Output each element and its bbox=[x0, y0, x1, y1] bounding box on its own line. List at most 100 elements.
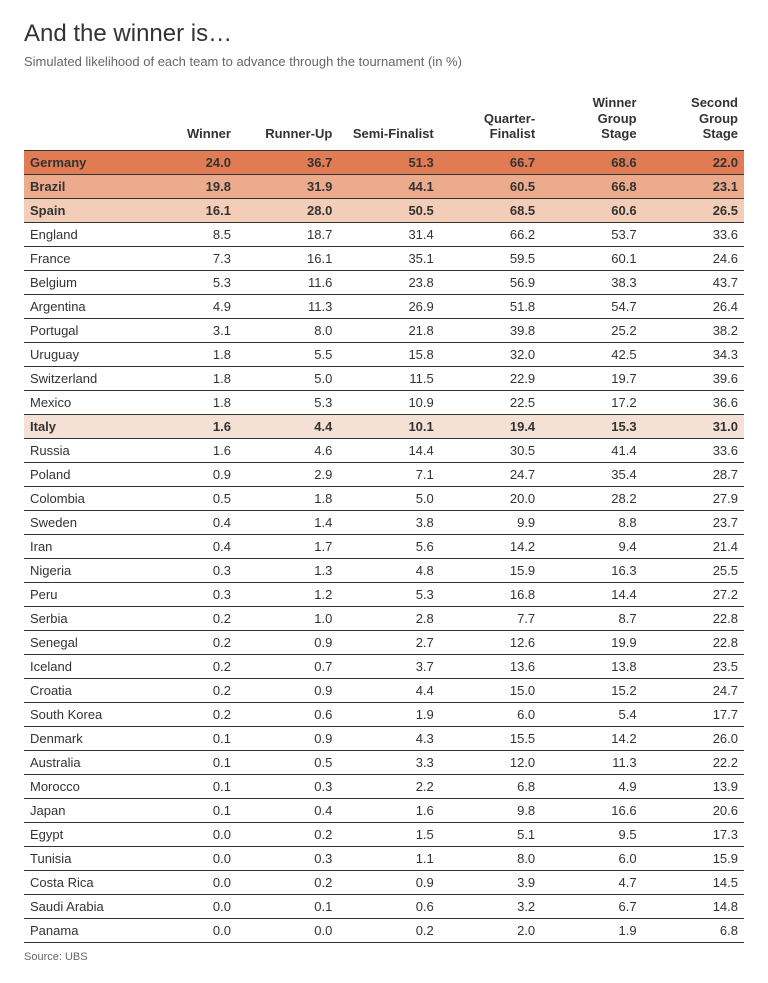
cell-team: Peru bbox=[24, 582, 136, 606]
cell-value: 15.9 bbox=[440, 558, 541, 582]
cell-value: 12.6 bbox=[440, 630, 541, 654]
table-row: Mexico1.85.310.922.517.236.6 bbox=[24, 390, 744, 414]
cell-value: 7.1 bbox=[338, 462, 439, 486]
cell-value: 5.5 bbox=[237, 342, 338, 366]
cell-value: 12.0 bbox=[440, 750, 541, 774]
cell-value: 14.4 bbox=[338, 438, 439, 462]
cell-value: 22.8 bbox=[643, 606, 744, 630]
cell-value: 0.3 bbox=[237, 846, 338, 870]
cell-value: 13.9 bbox=[643, 774, 744, 798]
cell-value: 14.8 bbox=[643, 894, 744, 918]
cell-value: 5.0 bbox=[237, 366, 338, 390]
cell-value: 27.2 bbox=[643, 582, 744, 606]
cell-team: Brazil bbox=[24, 174, 136, 198]
cell-value: 0.1 bbox=[136, 750, 237, 774]
cell-team: Senegal bbox=[24, 630, 136, 654]
cell-value: 4.4 bbox=[237, 414, 338, 438]
cell-value: 0.0 bbox=[136, 846, 237, 870]
cell-value: 66.2 bbox=[440, 222, 541, 246]
cell-value: 0.2 bbox=[136, 630, 237, 654]
cell-team: Nigeria bbox=[24, 558, 136, 582]
table-row: Colombia0.51.85.020.028.227.9 bbox=[24, 486, 744, 510]
table-row: England8.518.731.466.253.733.6 bbox=[24, 222, 744, 246]
table-row: France7.316.135.159.560.124.6 bbox=[24, 246, 744, 270]
cell-team: Morocco bbox=[24, 774, 136, 798]
col-runner-up: Runner-Up bbox=[237, 87, 338, 150]
cell-value: 0.2 bbox=[136, 606, 237, 630]
cell-value: 1.6 bbox=[136, 414, 237, 438]
tournament-table: WinnerRunner-UpSemi-FinalistQuarter-Fina… bbox=[24, 87, 744, 943]
cell-value: 6.7 bbox=[541, 894, 642, 918]
cell-value: 13.6 bbox=[440, 654, 541, 678]
cell-value: 54.7 bbox=[541, 294, 642, 318]
cell-team: Sweden bbox=[24, 510, 136, 534]
cell-value: 4.6 bbox=[237, 438, 338, 462]
cell-team: Iran bbox=[24, 534, 136, 558]
col-winner-group-stage: WinnerGroupStage bbox=[541, 87, 642, 150]
col-winner: Winner bbox=[136, 87, 237, 150]
cell-value: 0.0 bbox=[136, 918, 237, 942]
cell-team: Serbia bbox=[24, 606, 136, 630]
cell-value: 0.2 bbox=[237, 870, 338, 894]
cell-value: 0.6 bbox=[338, 894, 439, 918]
cell-value: 11.5 bbox=[338, 366, 439, 390]
cell-value: 14.2 bbox=[541, 726, 642, 750]
cell-value: 21.4 bbox=[643, 534, 744, 558]
cell-team: Belgium bbox=[24, 270, 136, 294]
table-row: Denmark0.10.94.315.514.226.0 bbox=[24, 726, 744, 750]
table-row: Morocco0.10.32.26.84.913.9 bbox=[24, 774, 744, 798]
cell-value: 23.5 bbox=[643, 654, 744, 678]
cell-value: 1.3 bbox=[237, 558, 338, 582]
cell-value: 0.1 bbox=[237, 894, 338, 918]
cell-value: 0.0 bbox=[136, 894, 237, 918]
cell-team: Tunisia bbox=[24, 846, 136, 870]
cell-value: 13.8 bbox=[541, 654, 642, 678]
cell-value: 60.1 bbox=[541, 246, 642, 270]
cell-value: 0.4 bbox=[136, 534, 237, 558]
cell-value: 20.6 bbox=[643, 798, 744, 822]
cell-team: Australia bbox=[24, 750, 136, 774]
cell-value: 41.4 bbox=[541, 438, 642, 462]
cell-value: 1.8 bbox=[136, 342, 237, 366]
cell-value: 66.7 bbox=[440, 150, 541, 174]
table-row: Croatia0.20.94.415.015.224.7 bbox=[24, 678, 744, 702]
table-row: Iran0.41.75.614.29.421.4 bbox=[24, 534, 744, 558]
cell-value: 5.1 bbox=[440, 822, 541, 846]
cell-team: France bbox=[24, 246, 136, 270]
cell-value: 28.2 bbox=[541, 486, 642, 510]
cell-value: 19.9 bbox=[541, 630, 642, 654]
table-row: Costa Rica0.00.20.93.94.714.5 bbox=[24, 870, 744, 894]
cell-value: 51.3 bbox=[338, 150, 439, 174]
cell-value: 0.9 bbox=[136, 462, 237, 486]
cell-value: 22.0 bbox=[643, 150, 744, 174]
cell-value: 1.2 bbox=[237, 582, 338, 606]
cell-value: 31.4 bbox=[338, 222, 439, 246]
cell-value: 60.5 bbox=[440, 174, 541, 198]
cell-value: 26.0 bbox=[643, 726, 744, 750]
cell-value: 3.3 bbox=[338, 750, 439, 774]
cell-value: 50.5 bbox=[338, 198, 439, 222]
cell-value: 9.8 bbox=[440, 798, 541, 822]
cell-value: 6.8 bbox=[440, 774, 541, 798]
cell-value: 66.8 bbox=[541, 174, 642, 198]
cell-value: 0.5 bbox=[237, 750, 338, 774]
cell-value: 6.0 bbox=[541, 846, 642, 870]
table-row: Poland0.92.97.124.735.428.7 bbox=[24, 462, 744, 486]
cell-value: 35.4 bbox=[541, 462, 642, 486]
cell-value: 0.9 bbox=[237, 726, 338, 750]
cell-team: Uruguay bbox=[24, 342, 136, 366]
cell-value: 10.1 bbox=[338, 414, 439, 438]
cell-value: 19.8 bbox=[136, 174, 237, 198]
cell-value: 20.0 bbox=[440, 486, 541, 510]
cell-value: 0.0 bbox=[237, 918, 338, 942]
cell-value: 15.9 bbox=[643, 846, 744, 870]
cell-value: 0.3 bbox=[237, 774, 338, 798]
cell-value: 1.6 bbox=[338, 798, 439, 822]
cell-team: Saudi Arabia bbox=[24, 894, 136, 918]
cell-value: 6.0 bbox=[440, 702, 541, 726]
page-subtitle: Simulated likelihood of each team to adv… bbox=[24, 54, 744, 69]
table-row: Panama0.00.00.22.01.96.8 bbox=[24, 918, 744, 942]
cell-value: 1.8 bbox=[237, 486, 338, 510]
table-row: Iceland0.20.73.713.613.823.5 bbox=[24, 654, 744, 678]
cell-value: 22.9 bbox=[440, 366, 541, 390]
